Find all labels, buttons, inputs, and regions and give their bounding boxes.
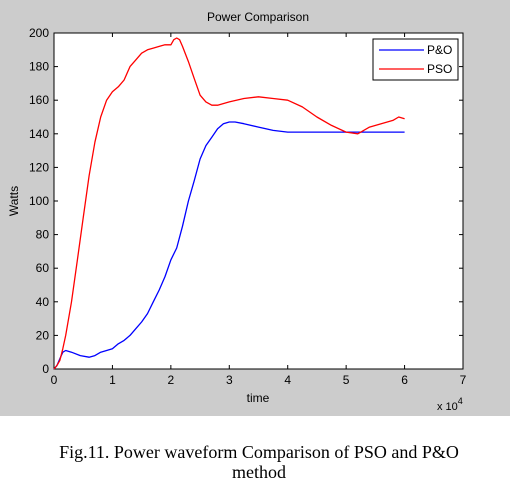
x-axis-multiplier: x 104 [437, 396, 463, 413]
line-chart: Power Comparison 0 1 2 3 4 5 6 7 0 20 40 60 80 100 120… [7, 10, 467, 413]
chart-title: Power Comparison [207, 10, 309, 24]
caption-line-2: method [232, 462, 286, 482]
x-tick-label: 3 [226, 373, 233, 387]
x-tick-label: 2 [168, 373, 175, 387]
figure-caption: Fig.11. Power waveform Comparison of PSO… [0, 442, 518, 482]
legend-label-pando: P&O [427, 43, 452, 57]
x-axis-label: time [247, 391, 270, 405]
series-line-po [53, 121, 405, 370]
x-tick-label: 0 [51, 373, 58, 387]
y-tick-label: 40 [36, 295, 50, 309]
legend-label-pso: PSO [427, 62, 452, 76]
series-line-pso [53, 37, 405, 370]
y-tick-label: 80 [36, 228, 50, 242]
x-tick-label: 4 [284, 373, 291, 387]
y-tick-label: 180 [29, 60, 49, 74]
y-tick-label: 160 [29, 93, 49, 107]
caption-line-1: Fig.11. Power waveform Comparison of PSO… [59, 442, 459, 462]
legend: P&O PSO [372, 38, 459, 81]
y-tick-label: 200 [29, 26, 49, 40]
plot-area [53, 32, 464, 370]
y-tick-label: 100 [29, 194, 49, 208]
y-tick-label: 60 [36, 261, 50, 275]
x-tick-label: 6 [401, 373, 408, 387]
x-tick-label: 1 [109, 373, 116, 387]
y-axis-label: Watts [7, 186, 21, 216]
x-tick-label: 5 [343, 373, 350, 387]
axis-ticks: 0 1 2 3 4 5 6 7 0 20 40 60 80 100 120 140 160 180 200 [29, 26, 467, 387]
data-lines [53, 37, 405, 370]
x-tick-label: 7 [460, 373, 467, 387]
legend-box [372, 38, 459, 81]
y-tick-label: 120 [29, 160, 49, 174]
y-tick-label: 20 [36, 328, 50, 342]
figure-panel: Power Comparison 0 1 2 3 4 5 6 7 0 20 40 60 80 100 120… [0, 0, 510, 416]
x-multiplier-base: x 10 [437, 401, 458, 413]
y-tick-label: 0 [42, 362, 49, 376]
x-multiplier-exponent: 4 [458, 396, 463, 406]
y-tick-label: 140 [29, 127, 49, 141]
